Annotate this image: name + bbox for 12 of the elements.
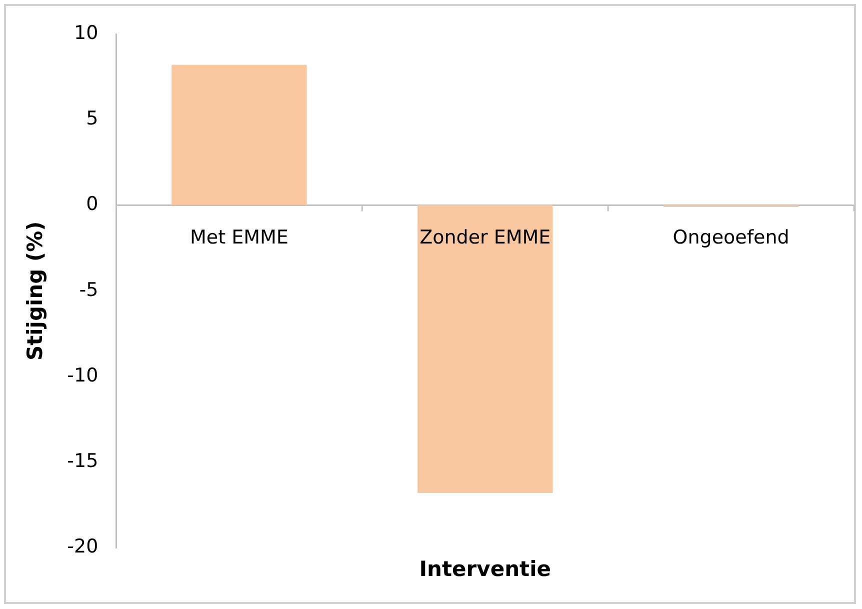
y-tick-label: 10	[74, 22, 98, 44]
x-axis-title: Interventie	[419, 556, 551, 581]
y-tick-label: -20	[67, 536, 98, 558]
y-tick-label: 5	[86, 108, 98, 130]
y-tick-label: -15	[67, 450, 98, 472]
y-axis-title: Stijging (%)	[23, 221, 48, 361]
y-tick-label: -10	[67, 364, 98, 386]
y-tick-label: 0	[86, 193, 98, 216]
x-tick-label: Met EMME	[190, 226, 288, 249]
x-tick-label: Zonder EMME	[420, 226, 551, 249]
y-tick-label: -5	[79, 278, 98, 301]
x-tick-label: Ongeoefend	[672, 226, 790, 249]
